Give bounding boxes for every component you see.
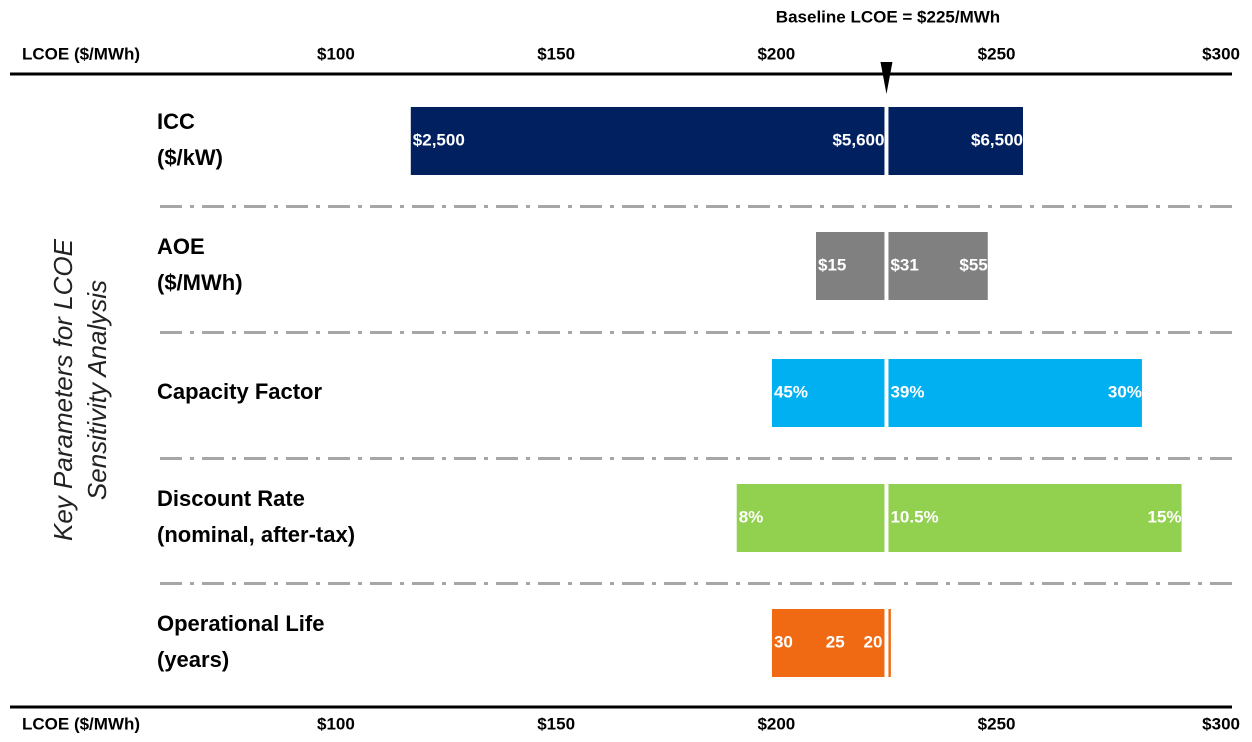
bar-high <box>888 484 1182 552</box>
parameter-label: $6,500 <box>971 130 1023 149</box>
parameter-label: $5,600 <box>832 130 884 149</box>
parameter-label: $15 <box>818 255 846 274</box>
parameter-label: 25 <box>826 632 845 651</box>
bar-low <box>736 484 885 552</box>
parameter-label: $31 <box>890 255 918 274</box>
bottom-tick-label: $300 <box>1202 714 1240 733</box>
bottom-tick-label: $150 <box>537 714 575 733</box>
y-axis-label: Key Parameters for LCOE Sensitivity Anal… <box>48 238 112 541</box>
parameter-label: $2,500 <box>413 130 465 149</box>
parameter-label: 8% <box>739 507 764 526</box>
bar-high <box>888 609 891 677</box>
row-label: ICC <box>157 109 195 134</box>
row-label: Operational Life <box>157 611 324 636</box>
parameter-label: 45% <box>774 382 808 401</box>
parameter-label: 10.5% <box>890 507 938 526</box>
row-label: (nominal, after-tax) <box>157 522 355 547</box>
parameter-label: 30% <box>1108 382 1142 401</box>
bar-low <box>410 107 885 175</box>
parameter-label: $55 <box>959 255 987 274</box>
y-axis-label-line: Key Parameters for LCOE <box>48 238 78 541</box>
top-tick-label: $200 <box>757 44 795 63</box>
bar-low <box>771 609 885 677</box>
top-axis-label: LCOE ($/MWh) <box>22 44 140 63</box>
row-label: ($/kW) <box>157 145 223 170</box>
bottom-tick-label: $200 <box>757 714 795 733</box>
top-tick-label: $250 <box>978 44 1016 63</box>
bar-high <box>888 359 1142 427</box>
top-tick-label: $100 <box>317 44 355 63</box>
row-label: Discount Rate <box>157 486 305 511</box>
bottom-axis-label: LCOE ($/MWh) <box>22 714 140 733</box>
bar-high <box>888 107 1023 175</box>
parameter-label: 15% <box>1148 507 1182 526</box>
bottom-tick-label: $100 <box>317 714 355 733</box>
top-tick-label: $300 <box>1202 44 1240 63</box>
baseline-marker <box>880 62 893 94</box>
parameter-label: 30 <box>774 632 793 651</box>
parameter-label: 39% <box>890 382 924 401</box>
chart-title: Baseline LCOE = $225/MWh <box>776 7 1000 26</box>
row-label: ($/MWh) <box>157 270 243 295</box>
y-axis-label-line: Sensitivity Analysis <box>82 280 112 500</box>
row-label: Capacity Factor <box>157 379 322 404</box>
top-tick-label: $150 <box>537 44 575 63</box>
parameter-label: 20 <box>864 632 883 651</box>
row-label: (years) <box>157 647 229 672</box>
bar-low <box>815 232 885 300</box>
bottom-tick-label: $250 <box>978 714 1016 733</box>
row-label: AOE <box>157 234 205 259</box>
bar-low <box>771 359 885 427</box>
bar-high <box>888 232 988 300</box>
